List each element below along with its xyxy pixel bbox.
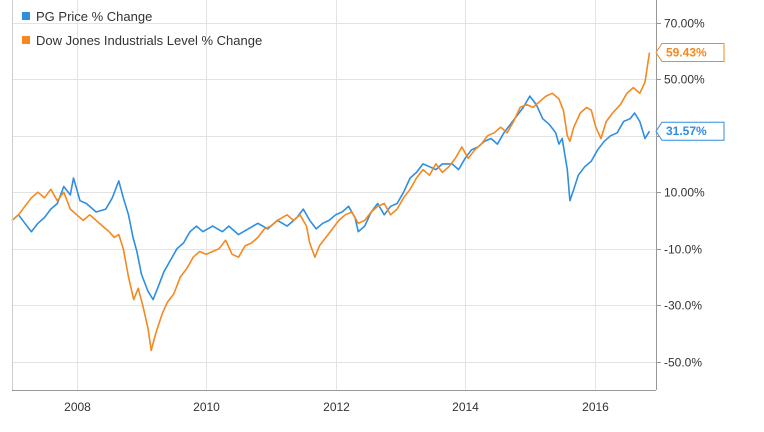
axis-ticks: 2008 2010 2012 2014 2016 70.00% 50.00% 10.00% -1… [64,17,705,415]
gridlines [12,0,656,390]
end-label-box [655,121,725,141]
legend: PG Price % Change Dow Jones Industrials … [22,9,262,48]
y-tick-label: -50.0% [664,356,702,370]
y-tick-label: -10.0% [664,243,702,257]
x-tick-label: 2014 [452,400,479,414]
y-tick-label: 50.00% [664,73,705,87]
end-label-text: 59.43% [666,45,707,59]
x-tick-label: 2008 [64,400,91,414]
end-label-0: 31.57% [655,121,725,141]
y-tick-label: 10.00% [664,186,705,200]
legend-swatch-pg [22,12,30,20]
end-labels: 31.57% 59.43% [655,42,725,141]
x-tick-label: 2012 [323,400,350,414]
legend-swatch-dow [22,36,30,44]
series-lines [11,52,651,352]
x-tick-label: 2016 [582,400,609,414]
legend-label-dow: Dow Jones Industrials Level % Change [36,33,262,48]
x-tick-label: 2010 [193,400,220,414]
y-tick-label: -30.0% [664,299,702,313]
series-line-1 [11,52,651,352]
legend-label-pg: PG Price % Change [36,9,152,24]
end-label-box [655,42,725,62]
end-label-1: 59.43% [655,42,725,62]
y-tick-label: 70.00% [664,17,705,31]
end-label-text: 31.57% [666,124,707,138]
